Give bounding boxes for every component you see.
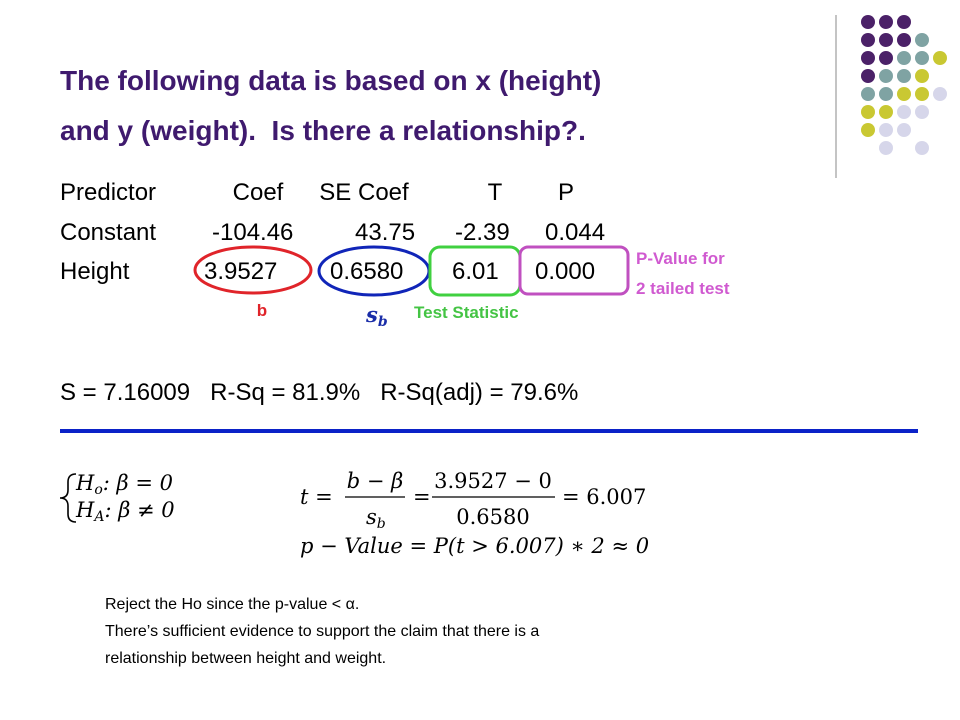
- annotation-test-statistic: Test Statistic: [414, 303, 519, 322]
- coef-table: Predictor Coef SE Coef T P Constant -104…: [60, 179, 605, 285]
- symbol: H: [75, 498, 95, 522]
- rest: : β = 0: [103, 471, 173, 495]
- header-cell: Predictor: [60, 179, 156, 206]
- summary: S = 7.16009 R-Sq = 81.9% R-Sq(adj) = 79.…: [60, 379, 578, 406]
- row-cell: 43.75: [355, 219, 415, 246]
- symbol: s: [365, 302, 378, 327]
- row-cell: 0.000: [535, 258, 595, 285]
- numerator: 3.9527 − 0: [434, 469, 552, 493]
- dot-grid: [861, 15, 947, 155]
- subscript: o: [94, 482, 102, 498]
- numerator: b − β: [347, 469, 404, 493]
- box-p: [518, 245, 630, 296]
- rest: : β ≠ 0: [104, 498, 174, 522]
- symbol: s: [366, 505, 377, 529]
- denominator: sb: [366, 505, 386, 532]
- conclusion-line: Reject the Ho since the p-value < α.: [105, 596, 359, 613]
- annotation-b: b: [257, 301, 267, 320]
- header-cell: P: [558, 179, 574, 206]
- p-value-formula: p − Value = P(t > 6.007) ∗ 2 ≈ 0: [300, 534, 649, 558]
- formula-t: t =: [300, 485, 333, 509]
- annotation-p-value: 2 tailed test: [636, 279, 730, 298]
- conclusion-line: relationship between height and weight.: [105, 650, 386, 667]
- row-cell: Constant: [60, 219, 156, 246]
- row-cell: -104.46: [212, 219, 293, 246]
- row-cell: 0.6580: [330, 258, 403, 285]
- denominator: 0.6580: [456, 505, 529, 529]
- annotation-sb: sb: [365, 302, 388, 330]
- header-cell: SE Coef: [319, 179, 409, 206]
- row-cell: -2.39: [455, 219, 510, 246]
- row-cell: 3.9527: [204, 258, 277, 285]
- hypothesis: HA: β ≠ 0: [75, 498, 175, 525]
- annotation-p-value: P-Value for: [636, 249, 725, 268]
- circle-b: [193, 245, 313, 295]
- row-cell: Height: [60, 258, 130, 285]
- subscript: A: [92, 509, 104, 525]
- header-cell: T: [488, 179, 503, 206]
- header-cell: Coef: [233, 179, 284, 206]
- result: = 6.007: [562, 485, 646, 509]
- title-line: The following data is based on x (height…: [60, 65, 601, 96]
- conclusion-line: There’s sufficient evidence to support t…: [105, 623, 539, 640]
- row-cell: 0.044: [545, 219, 605, 246]
- equals: =: [413, 485, 431, 509]
- row-cell: 6.01: [452, 258, 499, 285]
- subscript: b: [378, 314, 388, 330]
- title-line: and y (weight). Is there a relationship?…: [60, 115, 586, 146]
- hypothesis: Ho: β = 0: [75, 471, 173, 498]
- brace: [59, 473, 77, 523]
- subscript: b: [377, 516, 386, 532]
- symbol: H: [75, 471, 95, 495]
